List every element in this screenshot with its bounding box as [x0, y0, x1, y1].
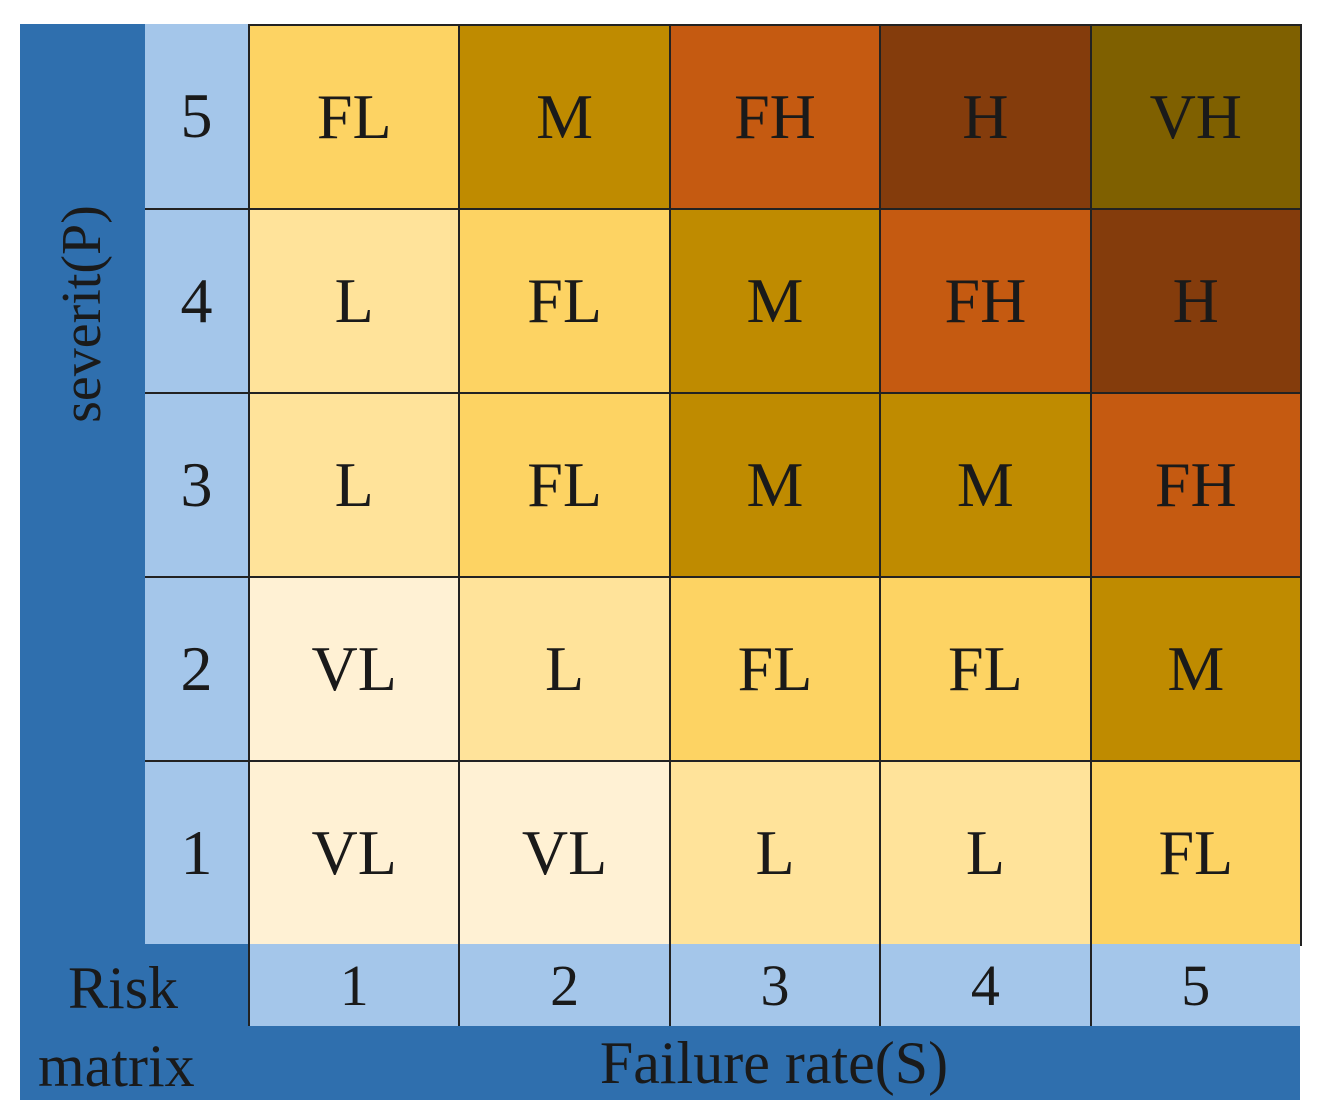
y-tick-3: 3 [145, 392, 248, 576]
risk-cell-s1-p1: VL [248, 760, 461, 946]
matrix-title-line-2: matrix [38, 1033, 195, 1099]
risk-cell-s4-p2: FL [879, 576, 1092, 762]
risk-cell-s5-p1: FL [1089, 760, 1302, 946]
risk-cell-s2-p5: M [458, 24, 671, 210]
risk-cell-s5-p3: FH [1089, 392, 1302, 578]
risk-cell-s1-p4: L [248, 208, 461, 394]
x-tick-2: 2 [458, 944, 668, 1026]
risk-cell-s3-p4: M [668, 208, 882, 394]
x-axis-title: Failure rate(S) [248, 1026, 1300, 1100]
y-tick-5: 5 [180, 80, 213, 151]
x-tick-1: 1 [248, 944, 458, 1026]
risk-cell-s3-p3: M [668, 392, 882, 578]
matrix-title: Risk matrix [20, 944, 248, 1100]
y-tick-2: 2 [145, 576, 248, 760]
risk-cell-s4-p3: M [879, 392, 1092, 578]
x-tick-4: 4 [879, 944, 1089, 1026]
risk-cell-s4-p4: FH [879, 208, 1092, 394]
risk-cell-s2-p3: FL [458, 392, 671, 578]
risk-cell-s5-p2: M [1089, 576, 1302, 762]
risk-cell-s3-p1: L [668, 760, 882, 946]
x-axis-label: Failure rate(S) [599, 1029, 949, 1096]
risk-cell-s3-p5: FH [668, 24, 882, 210]
risk-cell-s1-p5: FL [248, 24, 461, 210]
y-tick-1: 1 [145, 760, 248, 944]
x-tick-5: 5 [1089, 944, 1300, 1026]
risk-cell-s1-p2: VL [248, 576, 461, 762]
risk-cell-s2-p1: VL [458, 760, 671, 946]
risk-cell-s3-p2: FL [668, 576, 882, 762]
risk-cell-s2-p4: FL [458, 208, 671, 394]
y-tick-4: 4 [145, 208, 248, 392]
x-tick-3: 3 [668, 944, 879, 1026]
matrix-title-line-1: Risk [68, 955, 179, 1021]
risk-cell-s2-p2: L [458, 576, 671, 762]
risk-cell-s5-p5: VH [1089, 24, 1302, 210]
y-axis-title: severit(P) [20, 24, 145, 944]
risk-cell-s4-p1: L [879, 760, 1092, 946]
risk-cell-s4-p5: H [879, 24, 1092, 210]
risk-cell-s5-p4: H [1089, 208, 1302, 394]
risk-cell-s1-p3: L [248, 392, 461, 578]
y-axis-label: severit(P) [51, 205, 113, 423]
